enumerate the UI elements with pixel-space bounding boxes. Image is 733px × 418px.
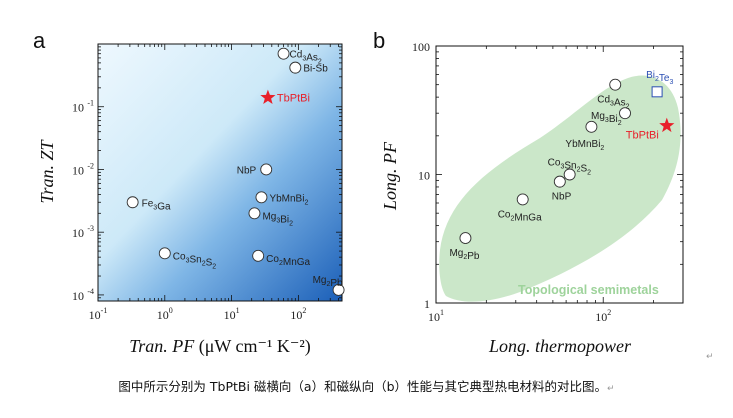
point-co2mnga-label: Co2MnGa: [498, 209, 542, 223]
y-tick-label: 10: [418, 169, 430, 183]
panel-a-y-axis-label: Tran. ZT: [37, 138, 57, 203]
point-co2mnga-marker: [252, 249, 265, 262]
point-mg2pb-marker: [332, 284, 345, 296]
point-fe3ga-marker: [126, 196, 139, 209]
y-tick-label: 10: [72, 163, 84, 177]
point-nbp-marker: [260, 163, 273, 176]
figure: a 10-1 100 101 102-410-310-210-110 Cd3As2Bi…: [33, 28, 684, 357]
point-tbptbi-label: TbPtBi: [277, 93, 310, 105]
x-tick-label: 102: [290, 306, 306, 322]
panel-label-b: b: [373, 28, 385, 53]
y-tick-label: 10: [72, 226, 84, 240]
point-tbptbi-label: TbPtBi: [626, 130, 659, 142]
point-mg2pb-label: Mg2Pb: [449, 248, 479, 262]
point-tbptbi-star-marker: [260, 89, 276, 104]
point-co3sn2s2-label: Co3Sn2S2: [173, 251, 217, 270]
point-ybmnbi2-marker: [585, 120, 598, 133]
x-tick-label: 102: [595, 308, 611, 324]
point-ybmnbi2-marker: [255, 191, 268, 204]
point-mg2pb-label: Mg2Pb: [313, 275, 343, 289]
point-nbp-label: NbP: [552, 192, 572, 203]
point-co3sn2s2-label: Co3Sn2S2: [548, 158, 592, 177]
y-tick-exponent: -1: [87, 99, 94, 108]
x-tick-label: 100: [157, 306, 173, 322]
point-mg3bi2-label: Mg3Bi2: [262, 211, 293, 227]
point-nbp-marker: [553, 175, 566, 188]
point-co3sn2s2-marker: [563, 168, 576, 181]
point-cd3as2-marker: [277, 47, 290, 60]
point-ybmnbi2-label: YbMnBi2: [269, 193, 308, 206]
y-tick-label: 1: [424, 297, 430, 311]
y-tick-exponent: -4: [87, 287, 94, 296]
point-bi-sb-label: Bi-Sb: [303, 64, 328, 75]
y-tick-exponent: -2: [87, 161, 94, 170]
point-cd3as2-marker: [609, 78, 622, 91]
x-tick-label: 101: [224, 306, 240, 322]
panel-a-background: [98, 44, 342, 301]
x-tick-label: 10-1: [89, 306, 108, 322]
y-tick-label: 100: [412, 40, 430, 54]
panel-b-y-axis-label: Long. PF: [380, 141, 400, 211]
point-bi2te3-square-marker: [651, 86, 663, 98]
panel-b-x-axis-label: Long. thermopower: [488, 336, 632, 356]
caption-paragraph-mark: ↵: [607, 384, 615, 394]
point-ybmnbi2-label: YbMnBi2: [565, 139, 604, 152]
panel-a-x-axis-label: Tran. PF (μW cm⁻¹ K⁻²): [129, 336, 311, 357]
point-mg2pb-marker: [459, 232, 472, 245]
panel-b: b Topological semimetals 101 102 1 10 100 Mg…: [373, 28, 684, 356]
panel-label-a: a: [33, 28, 46, 53]
point-bi2te3-label: Bi2Te3: [646, 70, 673, 86]
y-tick-label: 10: [72, 101, 84, 115]
point-nbp-label: NbP: [237, 165, 257, 176]
topological-semimetal-region: [439, 75, 681, 302]
caption-text: 图中所示分别为 TbPtBi 磁横向（a）和磁纵向（b）性能与其它典型热电材料的…: [118, 379, 608, 394]
y-tick-label: 10: [72, 289, 84, 303]
point-mg3bi2-marker: [248, 207, 261, 220]
point-tbptbi-star-marker: [659, 117, 675, 133]
paragraph-mark: ↵: [706, 352, 714, 362]
point-bi-sb-marker: [289, 61, 302, 74]
panel-a-x-axis-label-text: Tran. PF: [129, 336, 195, 356]
point-cd3as2-label: Cd3As2: [597, 95, 629, 111]
point-mg3bi2-marker: [619, 107, 631, 120]
y-tick-exponent: -3: [87, 224, 94, 233]
region-label: Topological semimetals: [518, 283, 659, 297]
figure-caption: 图中所示分别为 TbPtBi 磁横向（a）和磁纵向（b）性能与其它典型热电材料的…: [0, 376, 733, 395]
panel-a: a 10-1 100 101 102-410-310-210-110 Cd3As2Bi…: [33, 28, 345, 357]
panel-a-ticks: 10-1 100 101 102-410-310-210-110: [72, 43, 342, 322]
point-co3sn2s2-marker: [158, 247, 171, 260]
panel-b-points: Mg2Pb Co2MnGa NbP Co3Sn2S2 YbMnBi2 Mg3Bi2Cd3A…: [449, 70, 675, 262]
point-mg3bi2-label: Mg3Bi2: [591, 111, 622, 127]
panel-a-x-axis-unit: (μW cm⁻¹ K⁻²): [199, 336, 311, 357]
point-fe3ga-label: Fe3Ga: [142, 198, 171, 212]
panel-b-ticks: 101 102 1 10 100: [412, 40, 684, 324]
point-co2mnga-marker: [516, 193, 529, 206]
point-cd3as2-label: Cd3As2: [290, 50, 322, 66]
point-co2mnga-label: Co2MnGa: [266, 254, 310, 268]
x-tick-label: 101: [428, 308, 444, 324]
